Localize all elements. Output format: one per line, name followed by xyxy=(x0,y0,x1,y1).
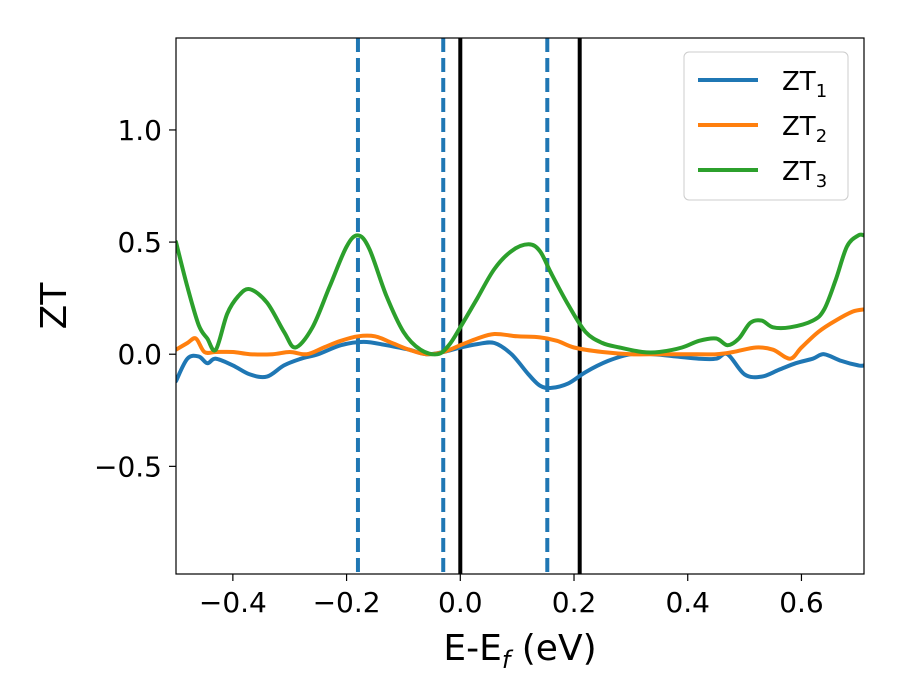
y-axis-label: ZT xyxy=(34,282,75,330)
x-axis-label: E-Ef (eV) xyxy=(443,628,596,674)
x-axis-label-unit: (eV) xyxy=(510,628,596,669)
legend-label-zt2: ZT2 xyxy=(782,112,827,147)
x-tick-label: −0.4 xyxy=(199,586,267,619)
vertical-markers xyxy=(355,38,582,574)
series-lines xyxy=(176,232,864,390)
legend-label-zt3-name: ZT xyxy=(782,157,816,187)
x-tick-label: 0.4 xyxy=(665,586,710,619)
x-tick-label: 0.2 xyxy=(552,586,597,619)
legend-label-zt1: ZT1 xyxy=(782,67,827,102)
y-axis-ticks: −0.5 0.0 0.5 1.0 xyxy=(94,114,176,483)
legend-label-zt1-name: ZT xyxy=(782,67,816,97)
y-tick-label: 0.5 xyxy=(117,226,162,259)
legend-label-zt2-sub: 2 xyxy=(816,126,827,147)
x-axis-label-main: E-E xyxy=(443,628,501,669)
x-tick-label: 0.6 xyxy=(779,586,824,619)
legend-box xyxy=(683,51,849,201)
legend: ZT1 ZT2 ZT3 xyxy=(683,51,849,201)
legend-label-zt3: ZT3 xyxy=(782,157,827,192)
series-line-zt1 xyxy=(176,339,864,390)
y-tick-label: −0.5 xyxy=(94,450,162,483)
y-tick-label: 0.0 xyxy=(117,338,162,371)
series-line-zt2 xyxy=(176,307,864,361)
legend-label-zt1-sub: 1 xyxy=(816,81,827,102)
legend-label-zt3-sub: 3 xyxy=(816,171,827,192)
x-tick-label: −0.2 xyxy=(313,586,381,619)
plot-frame xyxy=(175,37,865,575)
x-axis-ticks: −0.4 −0.2 0.0 0.2 0.4 0.6 xyxy=(199,574,824,619)
y-tick-label: 1.0 xyxy=(117,114,162,147)
series-line-zt3 xyxy=(176,232,864,357)
x-tick-label: 0.0 xyxy=(438,586,483,619)
legend-label-zt2-name: ZT xyxy=(782,112,816,142)
